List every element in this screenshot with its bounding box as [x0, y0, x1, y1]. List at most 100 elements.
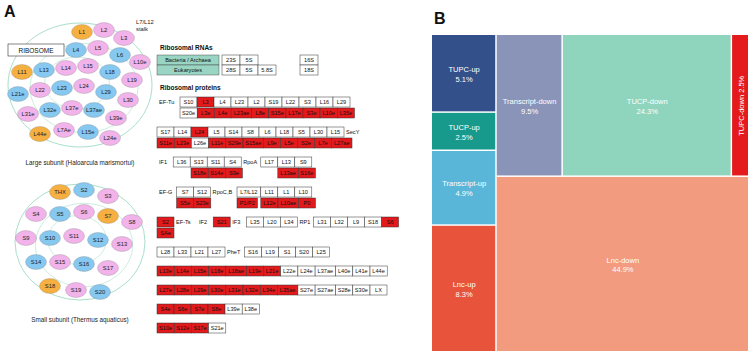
- svg-text:L4: L4: [73, 47, 80, 53]
- svg-text:L22: L22: [286, 99, 295, 105]
- svg-text:S29e: S29e: [228, 140, 241, 146]
- svg-text:Bacteria / Archaea: Bacteria / Archaea: [165, 57, 212, 63]
- svg-text:L44e: L44e: [34, 131, 47, 137]
- svg-text:S1: S1: [284, 249, 291, 255]
- svg-text:L13e: L13e: [159, 268, 171, 274]
- svg-text:L8e: L8e: [256, 110, 265, 116]
- svg-text:L40e: L40e: [338, 268, 350, 274]
- svg-text:L13: L13: [282, 159, 291, 165]
- svg-text:L19: L19: [265, 249, 274, 255]
- svg-text:S10: S10: [184, 99, 194, 105]
- svg-text:L15e: L15e: [82, 129, 95, 135]
- svg-text:TUPC-down 2.5%: TUPC-down 2.5%: [737, 75, 746, 135]
- svg-text:L7Ae: L7Ae: [57, 127, 71, 133]
- svg-text:18S: 18S: [304, 67, 314, 73]
- svg-text:L29: L29: [337, 99, 346, 105]
- svg-text:S3: S3: [304, 99, 311, 105]
- svg-text:L33: L33: [178, 249, 187, 255]
- svg-text:L15e: L15e: [194, 268, 206, 274]
- svg-text:S5e: S5e: [180, 200, 190, 206]
- svg-text:L7/L12: L7/L12: [240, 189, 257, 195]
- svg-text:L24e: L24e: [104, 135, 117, 141]
- svg-text:S8: S8: [128, 219, 135, 225]
- svg-text:L5e: L5e: [284, 140, 293, 146]
- svg-text:L34e: L34e: [263, 287, 275, 293]
- svg-text:L17e: L17e: [288, 110, 300, 116]
- svg-text:IF1: IF1: [159, 159, 167, 165]
- svg-text:L25: L25: [316, 249, 325, 255]
- svg-text:S8: S8: [247, 129, 254, 135]
- svg-text:S21: S21: [217, 219, 227, 225]
- svg-text:S2: S2: [162, 219, 169, 225]
- svg-text:Lnc-down44.9%: Lnc-down44.9%: [607, 256, 640, 275]
- svg-text:L10e: L10e: [134, 59, 147, 65]
- svg-text:L32: L32: [334, 219, 343, 225]
- svg-text:S15: S15: [55, 259, 65, 265]
- svg-text:S3: S3: [104, 193, 111, 199]
- svg-text:28S: 28S: [226, 67, 236, 73]
- svg-text:L24: L24: [195, 129, 204, 135]
- svg-text:L11: L11: [17, 69, 26, 75]
- svg-text:L30: L30: [123, 97, 133, 103]
- svg-text:S2: S2: [80, 187, 87, 193]
- svg-text:L26e: L26e: [194, 140, 206, 146]
- svg-text:S20: S20: [299, 249, 309, 255]
- svg-text:L34: L34: [284, 219, 293, 225]
- svg-text:L14: L14: [178, 129, 187, 135]
- svg-text:L7/L12: L7/L12: [136, 19, 154, 25]
- svg-text:S14: S14: [229, 129, 239, 135]
- svg-text:S5: S5: [56, 211, 63, 217]
- svg-text:S7e: S7e: [195, 306, 205, 312]
- svg-text:5S: 5S: [246, 57, 253, 63]
- svg-text:L13: L13: [39, 67, 49, 73]
- svg-text:S19: S19: [269, 99, 279, 105]
- svg-text:EF-Ts: EF-Ts: [176, 219, 191, 225]
- svg-text:L9e: L9e: [267, 140, 276, 146]
- svg-text:L18: L18: [280, 129, 289, 135]
- svg-text:Ribosomal RNAs: Ribosomal RNAs: [160, 44, 213, 51]
- svg-text:S19: S19: [71, 287, 81, 293]
- svg-text:EF-G: EF-G: [159, 189, 172, 195]
- svg-text:S7: S7: [182, 189, 189, 195]
- svg-text:L5: L5: [213, 129, 219, 135]
- svg-text:S2e: S2e: [301, 140, 311, 146]
- svg-text:S23e: S23e: [196, 200, 209, 206]
- svg-text:L11e: L11e: [211, 140, 223, 146]
- svg-text:TUPC-up5.1%: TUPC-up5.1%: [448, 65, 479, 84]
- svg-text:L30: L30: [314, 129, 323, 135]
- svg-text:S21e: S21e: [211, 325, 224, 331]
- svg-text:S9: S9: [300, 159, 307, 165]
- svg-text:EF-Tu: EF-Tu: [159, 99, 174, 105]
- svg-text:S5: S5: [298, 129, 305, 135]
- svg-text:IF3: IF3: [232, 219, 240, 225]
- svg-text:S6: S6: [387, 219, 394, 225]
- svg-text:L23: L23: [235, 99, 244, 105]
- svg-text:Lnc-up8.3%: Lnc-up8.3%: [453, 280, 476, 299]
- svg-text:L24e: L24e: [300, 268, 312, 274]
- svg-text:L27e: L27e: [159, 287, 171, 293]
- svg-text:L36: L36: [177, 159, 186, 165]
- svg-text:LX: LX: [375, 287, 382, 293]
- svg-text:S12e: S12e: [176, 325, 189, 331]
- svg-text:S9e: S9e: [229, 170, 239, 176]
- svg-text:L1: L1: [283, 189, 289, 195]
- svg-text:TUCP-up2.5%: TUCP-up2.5%: [448, 123, 479, 142]
- svg-text:PheT: PheT: [227, 249, 241, 255]
- svg-text:S10: S10: [45, 235, 55, 241]
- svg-text:L24: L24: [79, 83, 89, 89]
- svg-text:S18: S18: [368, 219, 378, 225]
- svg-text:L37e: L37e: [66, 105, 79, 111]
- svg-text:SecY: SecY: [346, 129, 360, 135]
- svg-text:S3e: S3e: [307, 110, 317, 116]
- svg-text:S11: S11: [69, 233, 79, 239]
- svg-text:S20e: S20e: [182, 110, 195, 116]
- svg-text:L37ae: L37ae: [86, 107, 102, 113]
- svg-text:L7e: L7e: [318, 140, 327, 146]
- svg-text:S13: S13: [194, 159, 204, 165]
- svg-text:S17: S17: [103, 265, 113, 271]
- svg-text:S30e: S30e: [355, 287, 368, 293]
- svg-text:S16: S16: [248, 249, 258, 255]
- svg-text:L4e: L4e: [218, 110, 227, 116]
- svg-text:L32e: L32e: [44, 107, 57, 113]
- svg-text:S6: S6: [80, 209, 87, 215]
